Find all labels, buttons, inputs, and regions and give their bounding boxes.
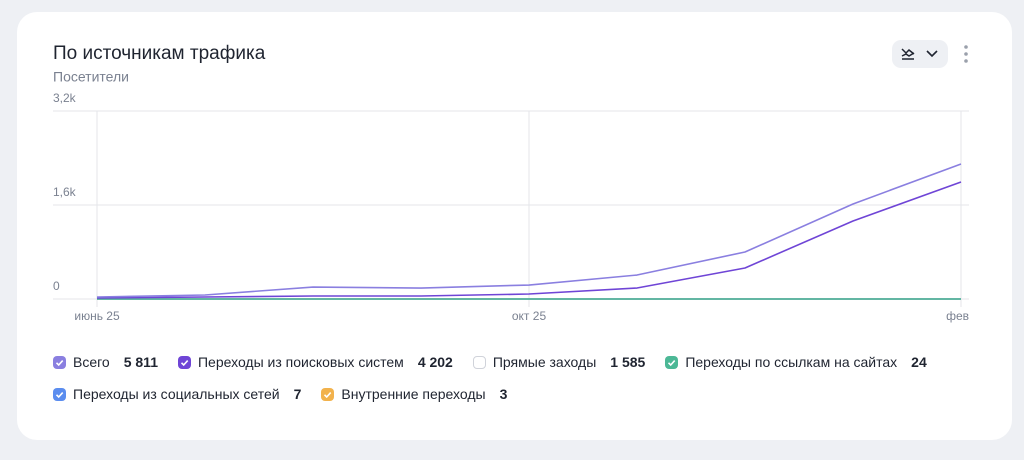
check-mark: [55, 391, 64, 398]
legend-checkbox[interactable]: [53, 355, 66, 369]
view-button[interactable]: [892, 40, 948, 68]
series-line: [96, 163, 962, 298]
legend-checkbox[interactable]: [321, 387, 335, 401]
check-icon: [55, 359, 64, 366]
legend-total: 7: [293, 386, 302, 402]
legend-total: 4 202: [417, 354, 453, 370]
chevron-icon: [926, 50, 938, 58]
legend-label: Прямые заходы: [492, 354, 597, 370]
legend-item[interactable]: Всего 5 811: [53, 352, 158, 372]
legend-label: Переходы из поисковых систем: [197, 354, 404, 370]
legend-item[interactable]: Внутренние переходы 3: [321, 384, 507, 404]
x-tick-label: июнь 25: [74, 309, 120, 323]
legend-label: Всего: [73, 354, 110, 370]
button-bg[interactable]: [892, 40, 948, 68]
legend-item[interactable]: Прямые заходы 1 585: [472, 352, 646, 372]
card: [17, 12, 1012, 440]
check-icon: [324, 391, 332, 398]
legend-label: Переходы по ссылкам на сайтах: [685, 354, 898, 370]
grid: [53, 110, 969, 307]
legend-total: 5 811: [123, 354, 158, 370]
check-mark: [55, 359, 64, 366]
legend: Всего 5 811 Переходы из поисковых систем 4 …: [53, 352, 953, 404]
y-tick-label: 0: [53, 279, 60, 293]
y-tick-label: 1,6k: [53, 185, 77, 199]
series-line: [96, 181, 962, 299]
x-tick-label: фев: [946, 309, 969, 323]
check-mark: [668, 359, 676, 366]
legend-checkbox[interactable]: [53, 387, 66, 401]
legend-checkbox[interactable]: [472, 355, 486, 369]
legend-checkbox[interactable]: [177, 355, 191, 369]
check-icon: [180, 359, 189, 366]
legend-item[interactable]: Переходы из социальных сетей 7: [53, 384, 301, 404]
check-icon: [668, 359, 676, 366]
chart-subtitle: Посетители: [53, 69, 129, 85]
legend-item[interactable]: Переходы по ссылкам на сайтах 24: [665, 352, 927, 372]
check-icon: [55, 391, 64, 398]
dot: [964, 45, 968, 49]
chart-title: По источникам трафика: [53, 43, 266, 64]
x-tick-label: окт 25: [512, 309, 547, 323]
legend-total: 24: [911, 354, 927, 370]
legend-label: Внутренние переходы: [341, 386, 486, 402]
dot: [964, 59, 968, 63]
legend-label: Переходы из социальных сетей: [73, 386, 280, 402]
legend-checkbox[interactable]: [665, 355, 679, 369]
dot: [964, 52, 968, 56]
check-mark: [180, 359, 189, 366]
chart-icon: [901, 48, 915, 60]
y-tick-label: 3,2k: [53, 91, 77, 105]
legend-total: 1 585: [610, 354, 646, 370]
legend-item[interactable]: Переходы из поисковых систем 4 202: [177, 352, 453, 372]
legend-total: 3: [499, 386, 508, 402]
check-mark: [324, 391, 332, 398]
menu-button[interactable]: [964, 45, 968, 63]
